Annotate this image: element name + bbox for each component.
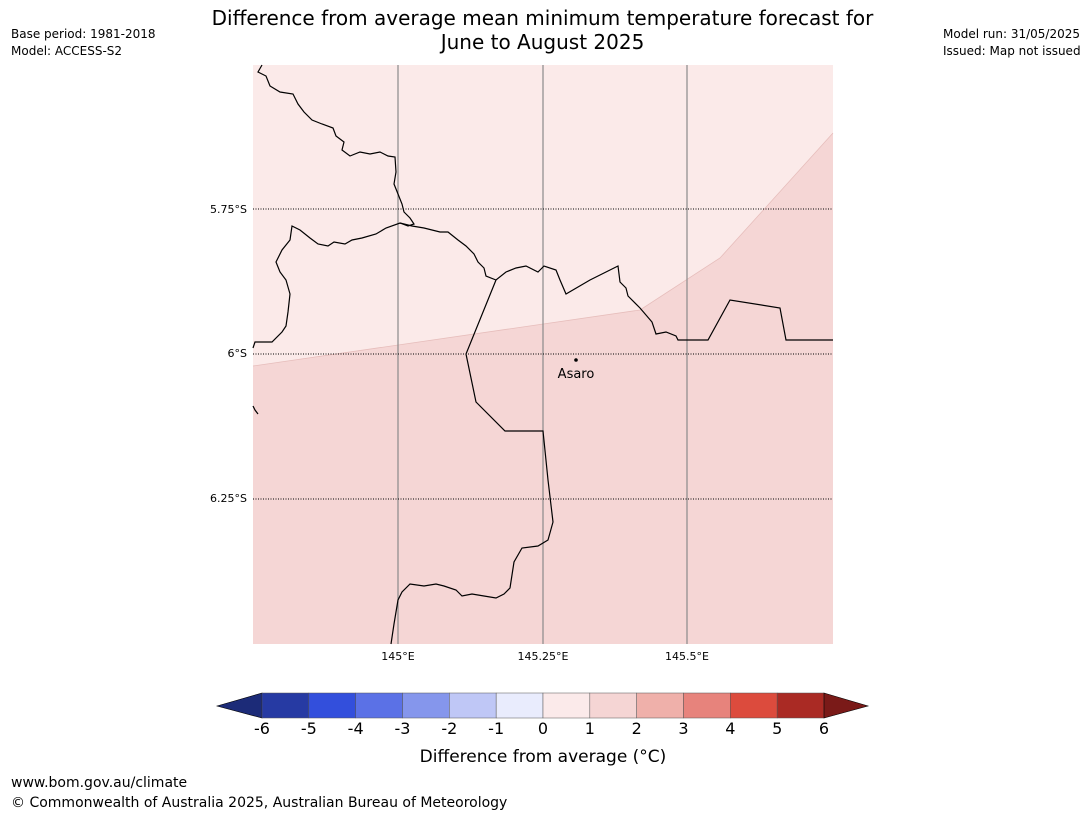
footer-url[interactable]: www.bom.gov.au/climate: [11, 775, 188, 791]
boundary-central: [399, 222, 833, 341]
colorbar-segment: [308, 692, 356, 719]
colorbar-tick: -4: [347, 719, 364, 738]
colorbar-tick: -2: [441, 719, 458, 738]
colorbar-tick: -5: [300, 719, 317, 738]
boundary-south: [390, 279, 554, 645]
asaro-label: Asaro: [558, 367, 595, 382]
colorbar-tick: 4: [725, 719, 736, 738]
lon-label-145-25: 145.25°E: [517, 650, 569, 663]
base-period-text: Base period: 1981-2018: [11, 27, 156, 41]
map-title: Difference from average mean minimum tem…: [150, 6, 935, 54]
model-text: Model: ACCESS-S2: [11, 44, 123, 58]
model-run-text: Model run: 31/05/2025: [943, 27, 1081, 41]
colorbar-tick: 2: [631, 719, 642, 738]
meta-left: Base period: 1981-2018 Model: ACCESS-S2: [11, 26, 156, 60]
colorbar-tick: -6: [254, 719, 270, 738]
colorbar-segment: [355, 692, 403, 719]
colorbar-segment: [636, 692, 684, 719]
colorbar-tick: 3: [678, 719, 689, 738]
colorbar-segments: [261, 692, 825, 719]
colorbar-segment: [589, 692, 637, 719]
colorbar-segment: [683, 692, 731, 719]
lon-label-145-5: 145.5°E: [665, 650, 709, 663]
colorbar-segment: [495, 692, 544, 719]
colorbar-tick: -3: [394, 719, 411, 738]
colorbar-extend-low: [215, 692, 263, 719]
title-line-2: June to August 2025: [440, 30, 645, 54]
colorbar-segment: [776, 692, 825, 719]
colorbar-tick: 0: [537, 719, 549, 738]
colorbar-segment: [449, 692, 497, 719]
forecast-region-edge: [252, 132, 834, 367]
colorbar-extend-high: [823, 692, 870, 719]
lon-label-145: 145°E: [381, 650, 415, 663]
issued-text: Issued: Map not issued: [943, 44, 1081, 58]
colorbar-tick: 6: [818, 719, 830, 738]
boundary-northwest: [252, 64, 415, 349]
meta-right: Model run: 31/05/2025 Issued: Map not is…: [943, 26, 1081, 60]
colorbar-tick: 1: [584, 719, 595, 738]
colorbar-segment: [261, 692, 310, 719]
colorbar-tick: -1: [488, 719, 505, 738]
colorbar-title: Difference from average (°C): [419, 747, 667, 767]
colorbar-segment: [730, 692, 778, 719]
title-line-1: Difference from average mean minimum tem…: [211, 6, 874, 30]
asaro-marker: [574, 358, 578, 362]
lat-label-6: 6°S: [227, 347, 247, 360]
colorbar: [215, 692, 870, 719]
map-panel: Asaro: [252, 64, 834, 645]
lat-label-5-75: 5.75°S: [210, 203, 247, 216]
lat-label-6-25: 6.25°S: [210, 492, 247, 505]
colorbar-segment: [402, 692, 450, 719]
boundary-west-fragment: [252, 405, 259, 415]
colorbar-segment: [542, 692, 591, 719]
footer-copyright: © Commonwealth of Australia 2025, Austra…: [11, 795, 508, 811]
colorbar-tick: 5: [772, 719, 783, 738]
